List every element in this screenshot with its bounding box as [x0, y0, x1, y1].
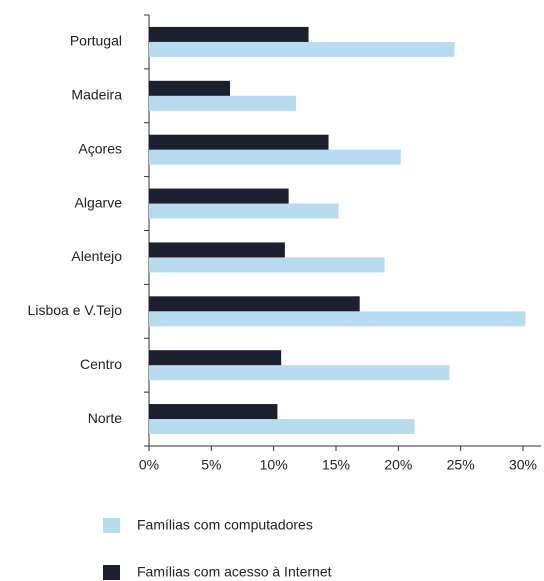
y-tick-label: Norte [88, 410, 122, 426]
bar [149, 257, 385, 273]
bar [149, 242, 285, 258]
x-tick-label: 20% [384, 457, 412, 473]
y-tick-label: Alentejo [71, 248, 122, 264]
legend-label: Famílias com acesso à Internet [137, 564, 332, 580]
y-tick-label: Lisboa e V.Tejo [28, 302, 123, 318]
bar [149, 80, 231, 96]
bar [149, 419, 415, 435]
x-tick-label: 30% [509, 457, 537, 473]
bar [149, 95, 297, 111]
x-tick-label: 10% [260, 457, 288, 473]
bar [149, 134, 329, 150]
bar [149, 365, 450, 381]
bar [149, 26, 309, 42]
x-tick-label: 0% [139, 457, 159, 473]
y-tick-label: Açores [78, 140, 122, 156]
bar [149, 149, 401, 165]
bar [149, 404, 278, 420]
x-tick-label: 25% [447, 457, 475, 473]
bar [149, 350, 282, 366]
y-tick-label: Portugal [70, 33, 122, 49]
bar [149, 203, 339, 219]
bar [149, 41, 455, 57]
y-tick-label: Madeira [71, 87, 122, 103]
bar [149, 296, 360, 312]
legend-swatch [103, 565, 120, 580]
bar [149, 311, 526, 327]
legend-label: Famílias com computadores [137, 517, 313, 533]
legend-swatch [103, 518, 120, 533]
bar [149, 188, 289, 204]
y-tick-label: Algarve [75, 194, 123, 210]
x-tick-label: 15% [322, 457, 350, 473]
y-tick-label: Centro [80, 356, 122, 372]
x-tick-label: 5% [201, 457, 221, 473]
